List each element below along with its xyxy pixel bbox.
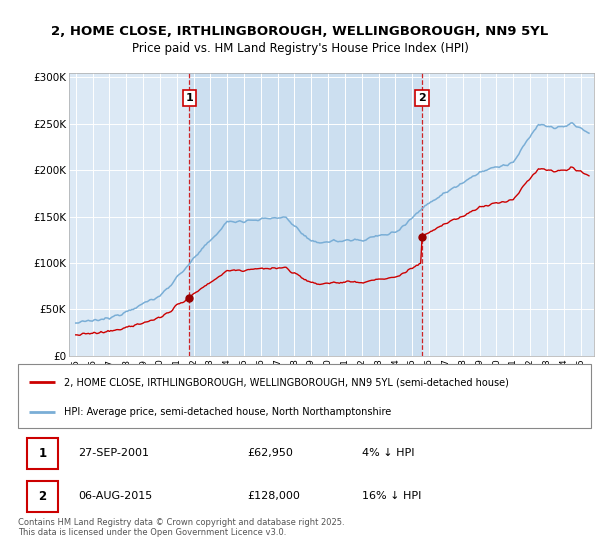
Text: 1: 1 bbox=[38, 447, 46, 460]
Text: 06-AUG-2015: 06-AUG-2015 bbox=[78, 491, 152, 501]
Text: Price paid vs. HM Land Registry's House Price Index (HPI): Price paid vs. HM Land Registry's House … bbox=[131, 42, 469, 55]
FancyBboxPatch shape bbox=[26, 480, 58, 512]
Text: 2, HOME CLOSE, IRTHLINGBOROUGH, WELLINGBOROUGH, NN9 5YL: 2, HOME CLOSE, IRTHLINGBOROUGH, WELLINGB… bbox=[52, 25, 548, 38]
Text: 2: 2 bbox=[38, 489, 46, 503]
Text: £62,950: £62,950 bbox=[247, 448, 293, 458]
Text: 4% ↓ HPI: 4% ↓ HPI bbox=[362, 448, 415, 458]
Text: 2, HOME CLOSE, IRTHLINGBOROUGH, WELLINGBOROUGH, NN9 5YL (semi-detached house): 2, HOME CLOSE, IRTHLINGBOROUGH, WELLINGB… bbox=[64, 377, 509, 387]
FancyBboxPatch shape bbox=[26, 438, 58, 469]
Text: 27-SEP-2001: 27-SEP-2001 bbox=[78, 448, 149, 458]
Text: 16% ↓ HPI: 16% ↓ HPI bbox=[362, 491, 421, 501]
Text: HPI: Average price, semi-detached house, North Northamptonshire: HPI: Average price, semi-detached house,… bbox=[64, 407, 391, 417]
Text: 1: 1 bbox=[185, 93, 193, 103]
Bar bbox=[190, 73, 422, 356]
Text: 2: 2 bbox=[418, 93, 426, 103]
Text: Contains HM Land Registry data © Crown copyright and database right 2025.
This d: Contains HM Land Registry data © Crown c… bbox=[18, 518, 344, 538]
Text: £128,000: £128,000 bbox=[247, 491, 300, 501]
